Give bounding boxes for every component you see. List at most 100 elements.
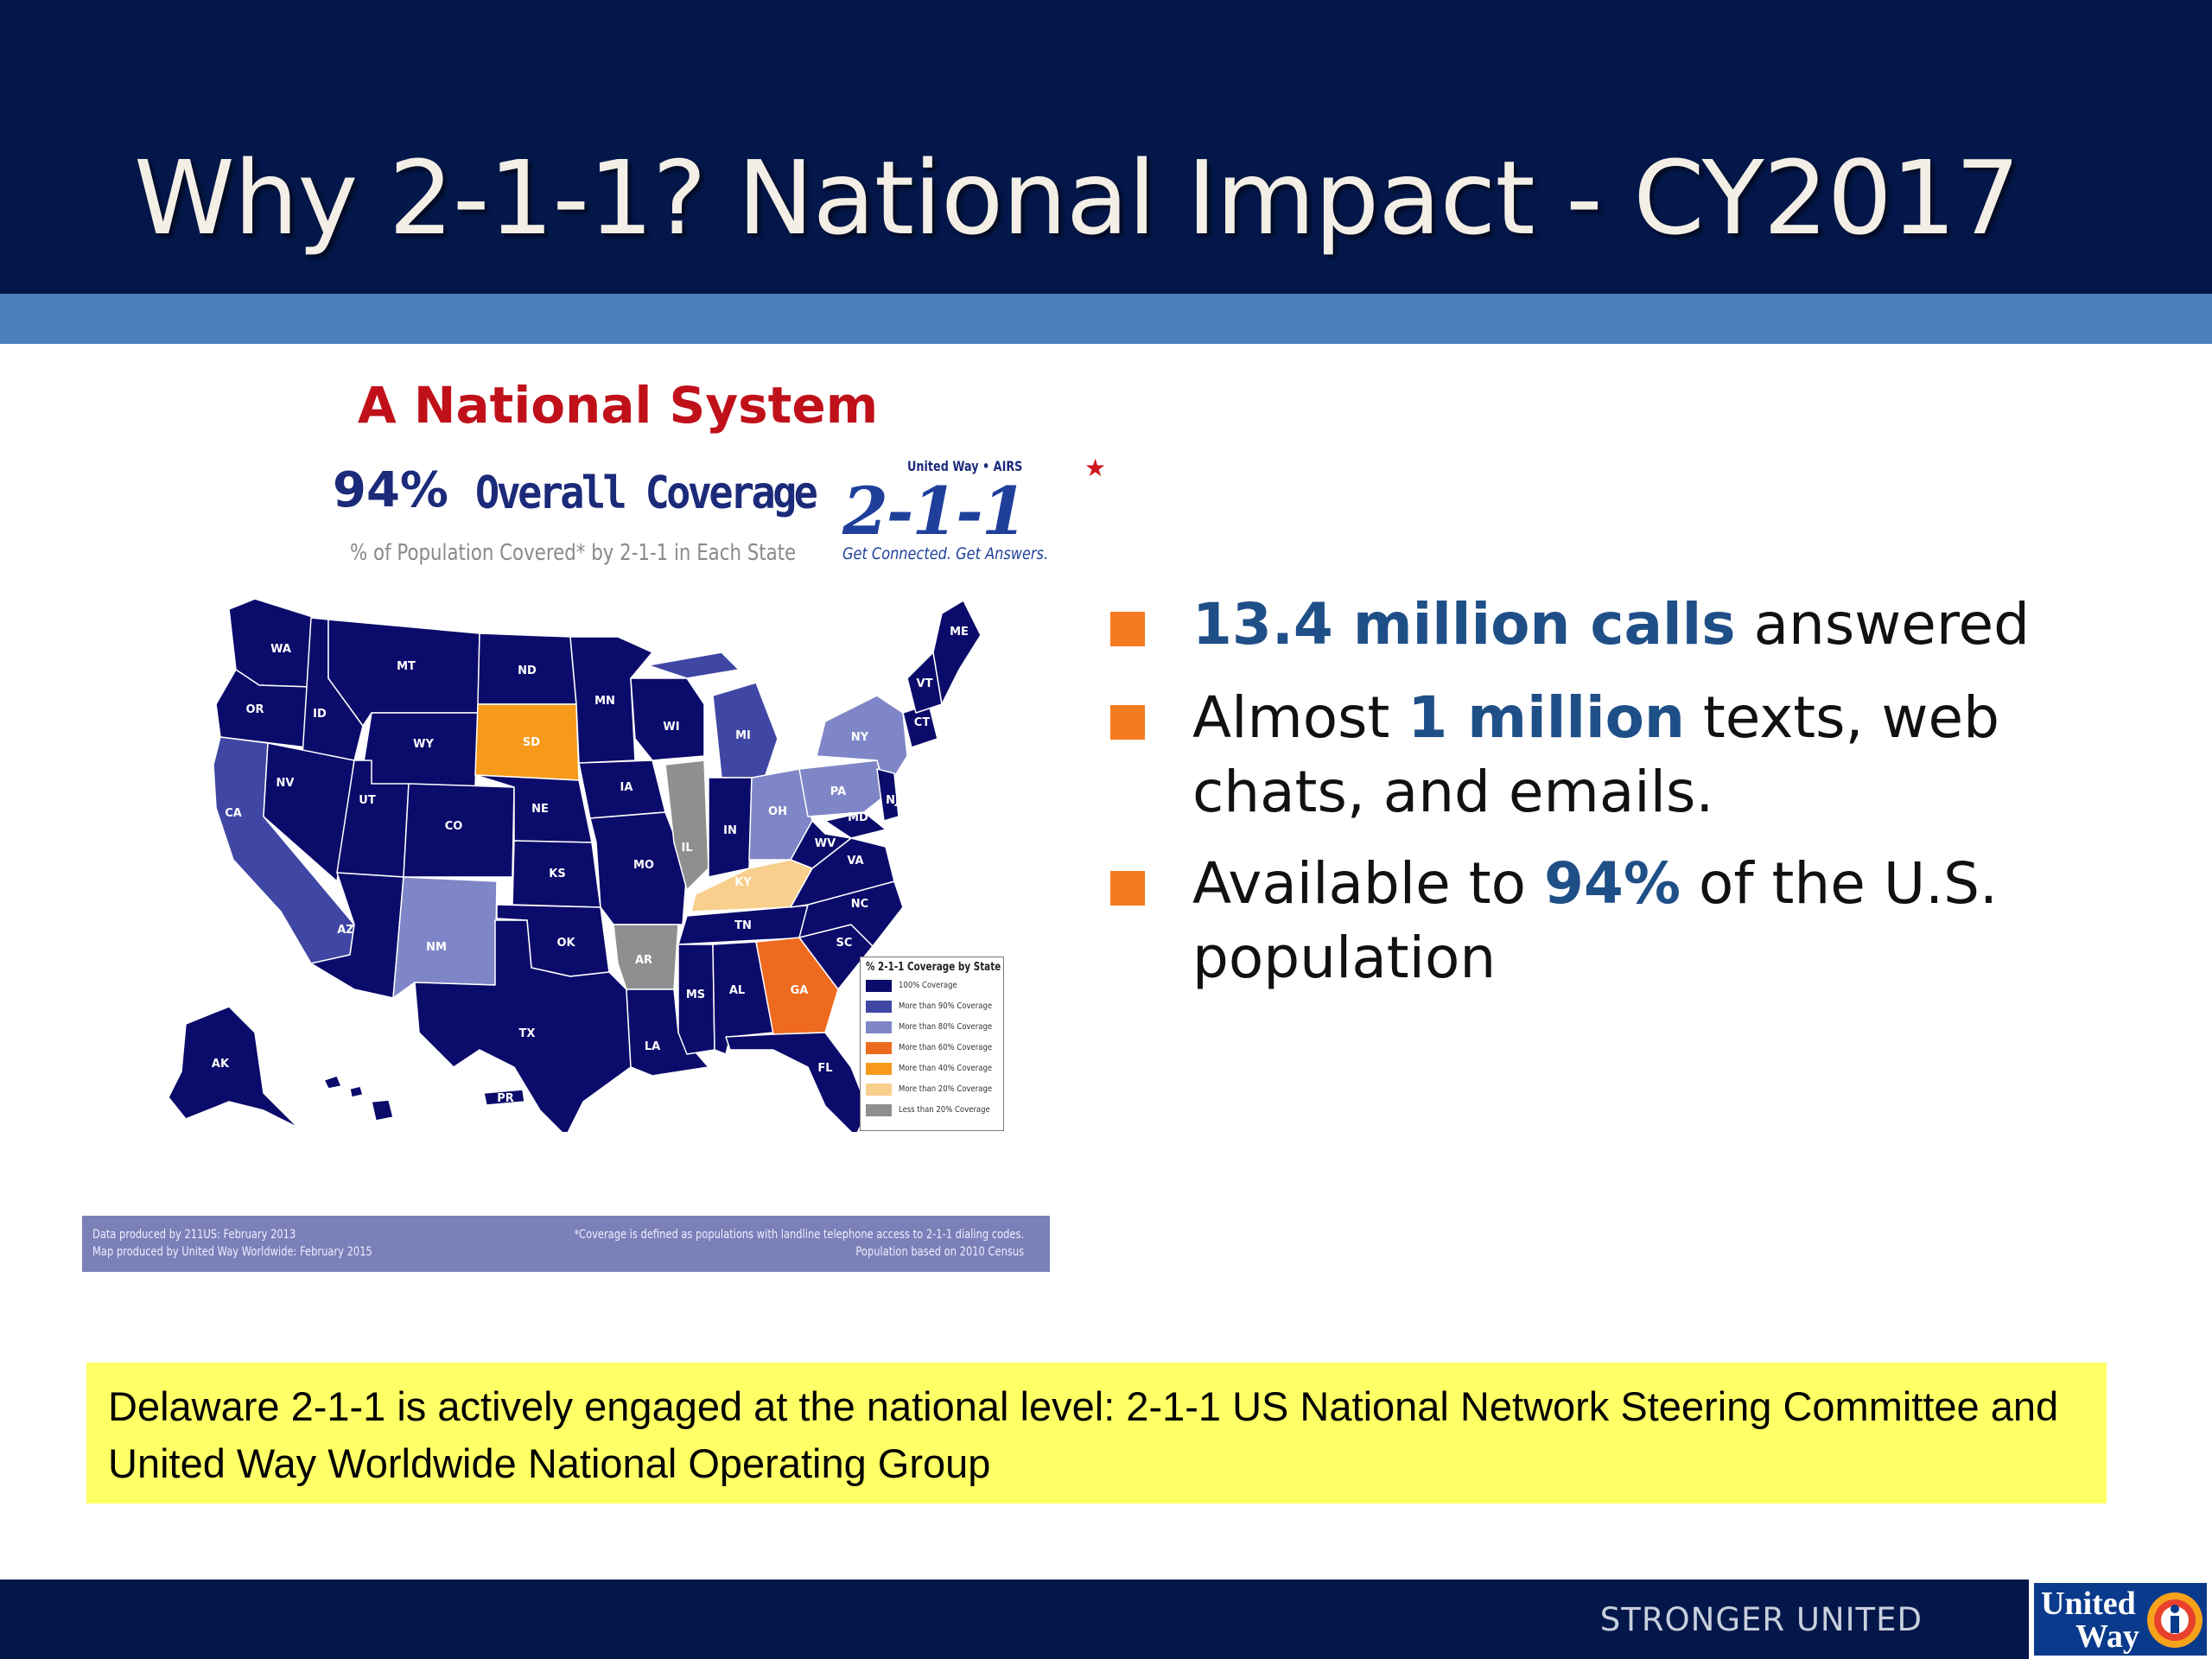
- bullet-text: Almost 1 million texts, web chats, and e…: [1192, 684, 1999, 825]
- legend-swatch: [866, 1001, 892, 1013]
- legend-swatch: [866, 1063, 892, 1075]
- svg-text:ME: ME: [950, 626, 969, 639]
- legend-label: More than 40% Coverage: [899, 1064, 993, 1073]
- state-nm: [392, 876, 498, 999]
- svg-text:NM: NM: [426, 941, 447, 954]
- svg-text:IN: IN: [723, 824, 737, 837]
- state-mn: [569, 636, 653, 764]
- svg-text:TX: TX: [519, 1027, 536, 1040]
- state-ak: [168, 1006, 299, 1128]
- svg-text:SC: SC: [836, 937, 853, 950]
- logo-word: Way: [2075, 1618, 2139, 1655]
- state-mi: [647, 652, 779, 779]
- svg-text:NE: NE: [531, 803, 549, 816]
- svg-text:MT: MT: [397, 660, 416, 673]
- legend-swatch: [866, 1042, 892, 1054]
- state-wi: [630, 677, 705, 761]
- coverage-label: Overall Coverage: [475, 467, 818, 519]
- legend-label: Less than 20% Coverage: [899, 1105, 990, 1115]
- svg-text:AR: AR: [635, 954, 652, 967]
- svg-text:VT: VT: [917, 677, 933, 690]
- svg-text:VA: VA: [847, 855, 863, 868]
- svg-text:MD: MD: [848, 811, 868, 824]
- state-nv: [263, 742, 355, 882]
- coverage-map-graphic: A National System 94% Overall Coverage %…: [82, 367, 1106, 1274]
- svg-text:MN: MN: [594, 695, 615, 708]
- svg-text:OK: OK: [556, 937, 575, 950]
- bullet-text: 13.4 million calls answered: [1192, 591, 2031, 658]
- state-pa: [798, 760, 887, 817]
- legend-label: More than 90% Coverage: [899, 1001, 993, 1011]
- legend-label: More than 20% Coverage: [899, 1084, 993, 1094]
- svg-text:CT: CT: [914, 716, 931, 729]
- svg-text:KS: KS: [549, 868, 565, 880]
- state-tx: [414, 919, 632, 1132]
- source-line: Map produced by United Way Worldwide: Fe…: [92, 1245, 372, 1259]
- legend-label: 100% Coverage: [899, 981, 957, 990]
- logo-word: United: [2041, 1586, 2136, 1622]
- star-icon: ★: [1084, 454, 1107, 482]
- delaware-note: Delaware 2-1-1 is actively engaged at th…: [86, 1363, 2107, 1503]
- state-md: [824, 811, 887, 839]
- legend-label: More than 60% Coverage: [899, 1043, 993, 1052]
- logo-tagline: Get Connected. Get Answers.: [842, 544, 1049, 563]
- state-co: [403, 783, 515, 878]
- svg-text:NC: NC: [851, 898, 868, 911]
- svg-text:WV: WV: [815, 837, 836, 850]
- coverage-percent: 94%: [333, 462, 449, 518]
- svg-text:CO: CO: [445, 820, 463, 833]
- bullet-square-icon: [1110, 705, 1145, 740]
- source-line: Data produced by 211US: February 2013: [92, 1228, 296, 1242]
- state-pr: [483, 1089, 525, 1106]
- logo-number: 2-1-1: [842, 473, 1027, 550]
- footer-tagline: STRONGER UNITED: [1599, 1601, 1923, 1638]
- svg-text:NV: NV: [276, 777, 295, 790]
- svg-text:LA: LA: [645, 1040, 660, 1053]
- legend-item: More than 20% Coverage: [866, 1082, 1000, 1098]
- legend-item: More than 60% Coverage: [866, 1040, 1000, 1057]
- svg-text:KY: KY: [734, 876, 752, 889]
- bullet-square-icon: [1110, 612, 1145, 646]
- legend-item: Less than 20% Coverage: [866, 1103, 1000, 1119]
- legend-title: % 2-1-1 Coverage by State: [866, 961, 1001, 974]
- svg-text:MS: MS: [686, 988, 705, 1001]
- legend-item: More than 40% Coverage: [866, 1061, 1000, 1077]
- svg-text:OR: OR: [245, 703, 264, 716]
- airs-211-logo: United Way • AIRS 2-1-1 ★ Get Connected.…: [842, 454, 1110, 566]
- svg-text:WA: WA: [270, 643, 291, 656]
- state-ms: [677, 944, 715, 1055]
- state-fl: [725, 1032, 869, 1132]
- svg-text:IL: IL: [681, 842, 692, 855]
- map-source-bar: Data produced by 211US: February 2013 Ma…: [82, 1216, 1050, 1272]
- legend-swatch: [866, 1104, 892, 1116]
- state-me: [932, 600, 982, 705]
- map-heading: A National System: [357, 376, 879, 435]
- source-line: *Coverage is defined as populations with…: [574, 1228, 1024, 1242]
- state-hi: [323, 1075, 394, 1122]
- svg-text:NY: NY: [851, 731, 869, 744]
- map-legend: % 2-1-1 Coverage by State 100% Coverage …: [860, 957, 1004, 1131]
- accent-bar: [0, 294, 2212, 344]
- state-nj: [876, 768, 899, 822]
- united-way-logo-panel: United Way: [2034, 1583, 2207, 1656]
- legend-label: More than 80% Coverage: [899, 1022, 993, 1032]
- coverage-subtitle: % of Population Covered* by 2-1-1 in Eac…: [350, 540, 797, 566]
- legend-swatch: [866, 1021, 892, 1033]
- logo-top-text: United Way • AIRS: [907, 458, 1023, 474]
- title-bar: Why 2-1-1? National Impact - CY2017: [0, 0, 2212, 294]
- svg-text:CA: CA: [225, 807, 242, 820]
- svg-text:ID: ID: [313, 708, 327, 721]
- legend-item: More than 90% Coverage: [866, 999, 1000, 1015]
- bullet-text: Available to 94% of the U.S. population: [1192, 850, 1998, 991]
- svg-text:OH: OH: [768, 805, 787, 818]
- svg-text:FL: FL: [817, 1062, 832, 1075]
- svg-text:AK: AK: [212, 1058, 230, 1071]
- svg-text:UT: UT: [359, 794, 376, 807]
- state-ga: [755, 937, 839, 1035]
- source-left: Data produced by 211US: February 2013 Ma…: [92, 1226, 372, 1261]
- hand-rainbow-icon: [2147, 1592, 2202, 1648]
- note-text: Delaware 2-1-1 is actively engaged at th…: [108, 1383, 2059, 1486]
- svg-text:PA: PA: [830, 785, 846, 798]
- bullet-square-icon: [1110, 871, 1145, 906]
- state-il: [664, 760, 709, 891]
